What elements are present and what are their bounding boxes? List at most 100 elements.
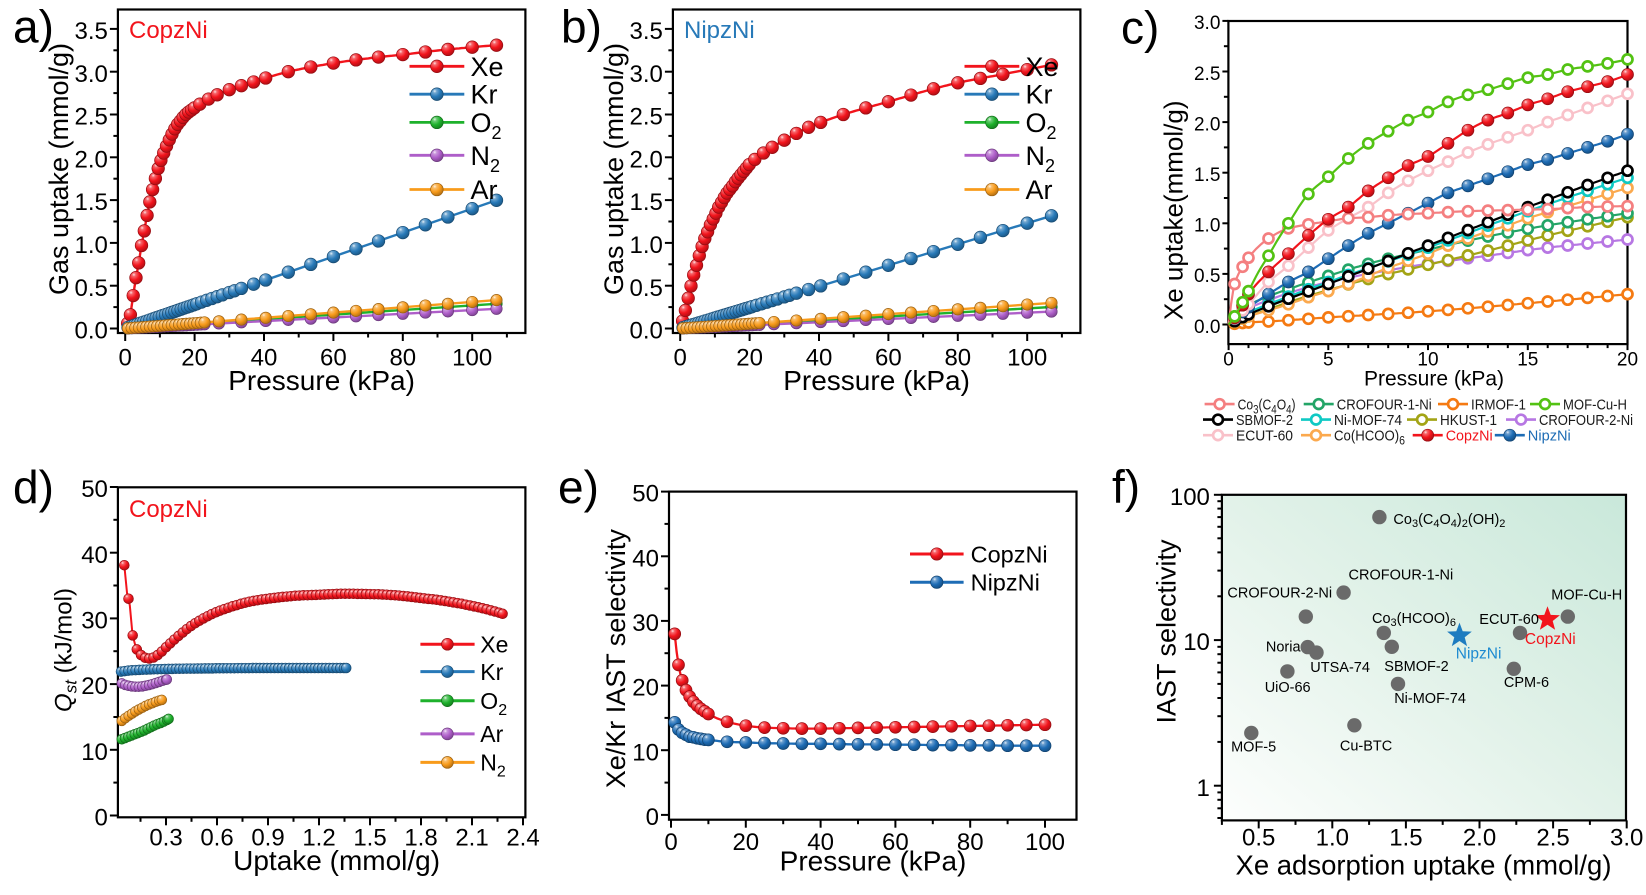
svg-text:20: 20 — [732, 829, 759, 856]
svg-text:Co3​(C4​O4​)2​(OH)2​: Co3​(C4​O4​)2​(OH)2​ — [1393, 512, 1505, 530]
svg-text:Ni-MOF-74: Ni-MOF-74 — [1394, 691, 1466, 707]
svg-text:Kr: Kr — [1026, 80, 1053, 110]
svg-text:CROFOUR-2-Ni: CROFOUR-2-Ni — [1539, 412, 1633, 429]
svg-text:N2: N2 — [480, 750, 506, 781]
svg-text:Co(HCOO)6​: Co(HCOO)6​ — [1334, 428, 1405, 448]
svg-text:1.0: 1.0 — [1194, 216, 1220, 237]
svg-text:N2: N2 — [471, 141, 501, 176]
svg-text:MOF-Cu-H: MOF-Cu-H — [1551, 588, 1622, 604]
svg-text:0: 0 — [674, 345, 687, 372]
svg-text:CROFOUR-2-Ni: CROFOUR-2-Ni — [1227, 586, 1332, 602]
svg-text:1.5: 1.5 — [353, 825, 386, 852]
svg-text:0.3: 0.3 — [149, 825, 182, 852]
svg-text:0.0: 0.0 — [630, 318, 663, 345]
svg-text:Ar: Ar — [1026, 175, 1053, 205]
svg-text:CPM-6: CPM-6 — [1504, 675, 1549, 691]
svg-text:NipzNi: NipzNi — [971, 570, 1040, 596]
svg-text:Kr: Kr — [471, 80, 498, 110]
svg-text:2.0: 2.0 — [1463, 824, 1496, 851]
svg-text:20: 20 — [1617, 350, 1638, 371]
svg-text:0.0: 0.0 — [1194, 317, 1220, 338]
svg-text:3.5: 3.5 — [630, 18, 663, 45]
svg-text:NipzNi: NipzNi — [1456, 646, 1502, 663]
svg-text:0.0: 0.0 — [75, 318, 108, 345]
svg-text:a): a) — [13, 1, 54, 53]
svg-text:c): c) — [1121, 2, 1159, 54]
svg-text:0: 0 — [95, 805, 108, 832]
svg-text:Noria: Noria — [1266, 639, 1302, 655]
svg-text:O2: O2 — [471, 108, 502, 143]
svg-text:50: 50 — [632, 481, 659, 508]
svg-text:0: 0 — [664, 829, 677, 856]
svg-text:1.0: 1.0 — [1316, 824, 1349, 851]
svg-text:d): d) — [13, 461, 54, 513]
svg-text:60: 60 — [320, 345, 347, 372]
svg-text:100: 100 — [1007, 345, 1047, 372]
svg-text:MOF-Cu-H: MOF-Cu-H — [1563, 397, 1627, 414]
svg-text:40: 40 — [81, 542, 108, 569]
svg-text:CopzNi: CopzNi — [1525, 631, 1576, 648]
svg-text:Xe: Xe — [1026, 52, 1059, 82]
svg-text:ECUT-60: ECUT-60 — [1479, 612, 1539, 628]
svg-text:2.5: 2.5 — [1536, 824, 1569, 851]
svg-text:CopzNi: CopzNi — [971, 542, 1048, 568]
svg-text:2.0: 2.0 — [75, 146, 108, 173]
svg-text:0: 0 — [119, 345, 132, 372]
svg-text:CopzNi: CopzNi — [129, 496, 208, 523]
svg-text:2.5: 2.5 — [75, 104, 108, 131]
svg-text:Xe adsorption uptake (mmol/g): Xe adsorption uptake (mmol/g) — [1235, 849, 1611, 880]
svg-text:80: 80 — [957, 829, 984, 856]
svg-text:UTSA-74: UTSA-74 — [1310, 660, 1370, 676]
svg-text:20: 20 — [81, 673, 108, 700]
svg-text:Xe: Xe — [480, 632, 508, 658]
svg-text:Pressure (kPa): Pressure (kPa) — [228, 365, 415, 396]
svg-text:ECUT-60: ECUT-60 — [1236, 428, 1293, 445]
svg-text:40: 40 — [632, 545, 659, 572]
svg-text:CopzNi: CopzNi — [129, 17, 208, 44]
svg-text:15: 15 — [1517, 350, 1538, 371]
svg-text:0.5: 0.5 — [1194, 266, 1220, 287]
svg-text:10: 10 — [1183, 629, 1210, 656]
svg-text:60: 60 — [875, 345, 902, 372]
svg-text:IRMOF-1: IRMOF-1 — [1471, 397, 1526, 414]
svg-text:Qst (kJ/mol): Qst (kJ/mol) — [51, 588, 81, 712]
svg-text:1.5: 1.5 — [75, 189, 108, 216]
svg-text:SBMOF-2: SBMOF-2 — [1384, 659, 1448, 675]
svg-text:1: 1 — [1197, 775, 1210, 802]
svg-text:20: 20 — [632, 675, 659, 702]
svg-text:80: 80 — [389, 345, 416, 372]
svg-text:30: 30 — [81, 608, 108, 635]
svg-text:Xe uptake(mmol/g): Xe uptake(mmol/g) — [1159, 100, 1189, 320]
svg-text:Pressure (kPa): Pressure (kPa) — [780, 846, 967, 877]
svg-text:10: 10 — [632, 739, 659, 766]
svg-text:2.4: 2.4 — [506, 825, 539, 852]
svg-text:0.5: 0.5 — [630, 275, 663, 302]
svg-text:3.0: 3.0 — [1194, 13, 1220, 34]
svg-text:Ni-MOF-74: Ni-MOF-74 — [1334, 412, 1402, 429]
svg-text:CROFOUR-1-Ni: CROFOUR-1-Ni — [1337, 397, 1432, 414]
svg-text:Ar: Ar — [471, 175, 498, 205]
svg-text:Xe/Kr IAST selectivity: Xe/Kr IAST selectivity — [601, 529, 631, 789]
svg-text:10: 10 — [1417, 350, 1438, 371]
svg-text:10: 10 — [81, 739, 108, 766]
svg-text:Gas uptake (mmol/g): Gas uptake (mmol/g) — [599, 43, 629, 295]
svg-text:1.5: 1.5 — [1389, 824, 1422, 851]
svg-text:0.5: 0.5 — [1242, 824, 1275, 851]
svg-text:20: 20 — [736, 345, 763, 372]
svg-text:60: 60 — [882, 829, 909, 856]
svg-text:1.5: 1.5 — [630, 189, 663, 216]
svg-text:f): f) — [1112, 461, 1140, 513]
svg-text:0.5: 0.5 — [75, 275, 108, 302]
svg-text:b): b) — [561, 1, 602, 53]
svg-text:IAST selectivity: IAST selectivity — [1152, 539, 1182, 724]
svg-text:1.2: 1.2 — [302, 825, 335, 852]
svg-text:Cu-BTC: Cu-BTC — [1340, 739, 1392, 755]
svg-text:3.0: 3.0 — [1610, 824, 1643, 851]
svg-text:N2: N2 — [1026, 141, 1056, 176]
svg-text:0: 0 — [646, 804, 659, 831]
svg-text:5: 5 — [1323, 350, 1334, 371]
svg-text:40: 40 — [251, 345, 278, 372]
svg-text:CROFOUR-1-Ni: CROFOUR-1-Ni — [1349, 568, 1454, 584]
svg-text:CopzNi: CopzNi — [1446, 428, 1493, 445]
svg-text:100: 100 — [452, 345, 492, 372]
